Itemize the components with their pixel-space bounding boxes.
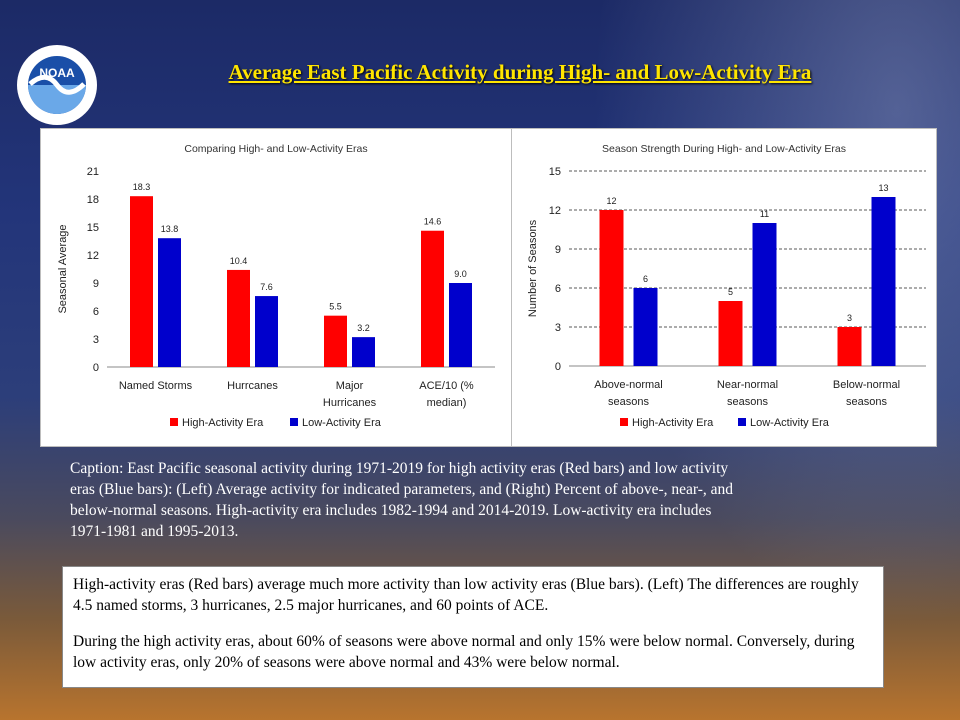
bar-high [324,315,347,367]
x-category-label: Hurrcanes [227,380,278,392]
chart-title: Comparing High- and Low-Activity Eras [184,143,367,155]
y-tick-label: 18 [87,194,99,206]
caption-line: Caption: East Pacific seasonal activity … [70,460,729,477]
y-tick-label: 15 [549,166,561,178]
summary-box: High-activity eras (Red bars) average mu… [62,566,884,688]
legend-swatch [290,418,298,426]
caption-line: below-normal seasons. High-activity era … [70,502,712,519]
bar-low [752,223,777,366]
y-tick-label: 3 [555,322,561,334]
x-category-label: Above-normal [594,379,662,391]
legend-label: High-Activity Era [182,417,264,429]
y-tick-label: 9 [555,244,561,256]
data-label: 18.3 [133,182,151,192]
y-axis-label: Number of Seasons [527,219,539,317]
y-tick-label: 0 [555,361,561,373]
x-category-label: seasons [846,396,887,408]
noaa-logo-text: NOAA [39,66,75,80]
caption-line: 1971-1981 and 1995-2013. [70,523,239,540]
data-label: 9.0 [454,269,467,279]
data-label: 11 [760,209,769,219]
legend-label: Low-Activity Era [302,417,382,429]
summary-paragraph-2: During the high activity eras, about 60%… [73,633,855,671]
summary-paragraph-1: High-activity eras (Red bars) average mu… [73,576,859,614]
legend-label: High-Activity Era [632,417,714,429]
chart-title: Season Strength During High- and Low-Act… [602,143,846,155]
noaa-logo: NOAA [17,45,97,125]
y-tick-label: 3 [93,334,99,346]
bar-low [255,296,278,367]
x-category-label: seasons [608,396,649,408]
data-label: 7.6 [260,282,273,292]
legend-swatch [620,418,628,426]
data-label: 13 [878,183,888,193]
y-tick-label: 6 [555,283,561,295]
data-label: 13.8 [161,224,179,234]
data-label: 12 [606,196,616,206]
data-label: 14.6 [424,217,442,227]
legend-label: Low-Activity Era [750,417,830,429]
legend-swatch [170,418,178,426]
x-category-label: Hurricanes [323,397,377,409]
caption: Caption: East Pacific seasonal activity … [70,458,895,542]
slide-title: Average East Pacific Activity during Hig… [228,60,812,84]
bar-high [421,230,444,367]
bar-high [837,327,862,366]
bar-low [352,337,375,367]
right-chart-panel: Season Strength During High- and Low-Act… [511,128,937,447]
y-tick-label: 12 [87,250,99,262]
y-tick-label: 9 [93,278,99,290]
x-category-label: Named Storms [119,380,193,392]
x-category-label: Near-normal [717,379,778,391]
y-axis-label: Seasonal Average [57,224,69,313]
legend-swatch [738,418,746,426]
data-label: 3 [847,313,852,323]
data-label: 5 [728,287,733,297]
x-category-label: Major [336,380,364,392]
bar-high [718,301,743,366]
left-chart-panel: Comparing High- and Low-Activity Eras 0 3 6… [40,128,512,447]
x-category-label: ACE/10 (% [419,380,474,392]
data-label: 5.5 [329,302,342,312]
y-tick-label: 15 [87,222,99,234]
data-label: 3.2 [357,323,370,333]
bar-high [227,269,250,367]
x-category-label: seasons [727,396,768,408]
y-tick-label: 6 [93,306,99,318]
bar-low [633,288,658,366]
bar-high [599,210,624,366]
bar-high [130,196,153,367]
bar-low [449,283,472,367]
bar-low [158,238,181,367]
bar-low [871,197,896,366]
y-tick-label: 12 [549,205,561,217]
y-tick-label: 21 [87,166,99,178]
right-bar-chart: Season Strength During High- and Low-Act… [527,143,926,429]
x-category-label: median) [427,397,467,409]
x-category-label: Below-normal [833,379,900,391]
left-bar-chart: Comparing High- and Low-Activity Eras 0 3 6… [57,143,495,429]
caption-line: eras (Blue bars): (Left) Average activit… [70,481,734,498]
y-tick-label: 0 [93,362,99,374]
data-label: 6 [643,274,648,284]
data-label: 10.4 [230,256,248,266]
